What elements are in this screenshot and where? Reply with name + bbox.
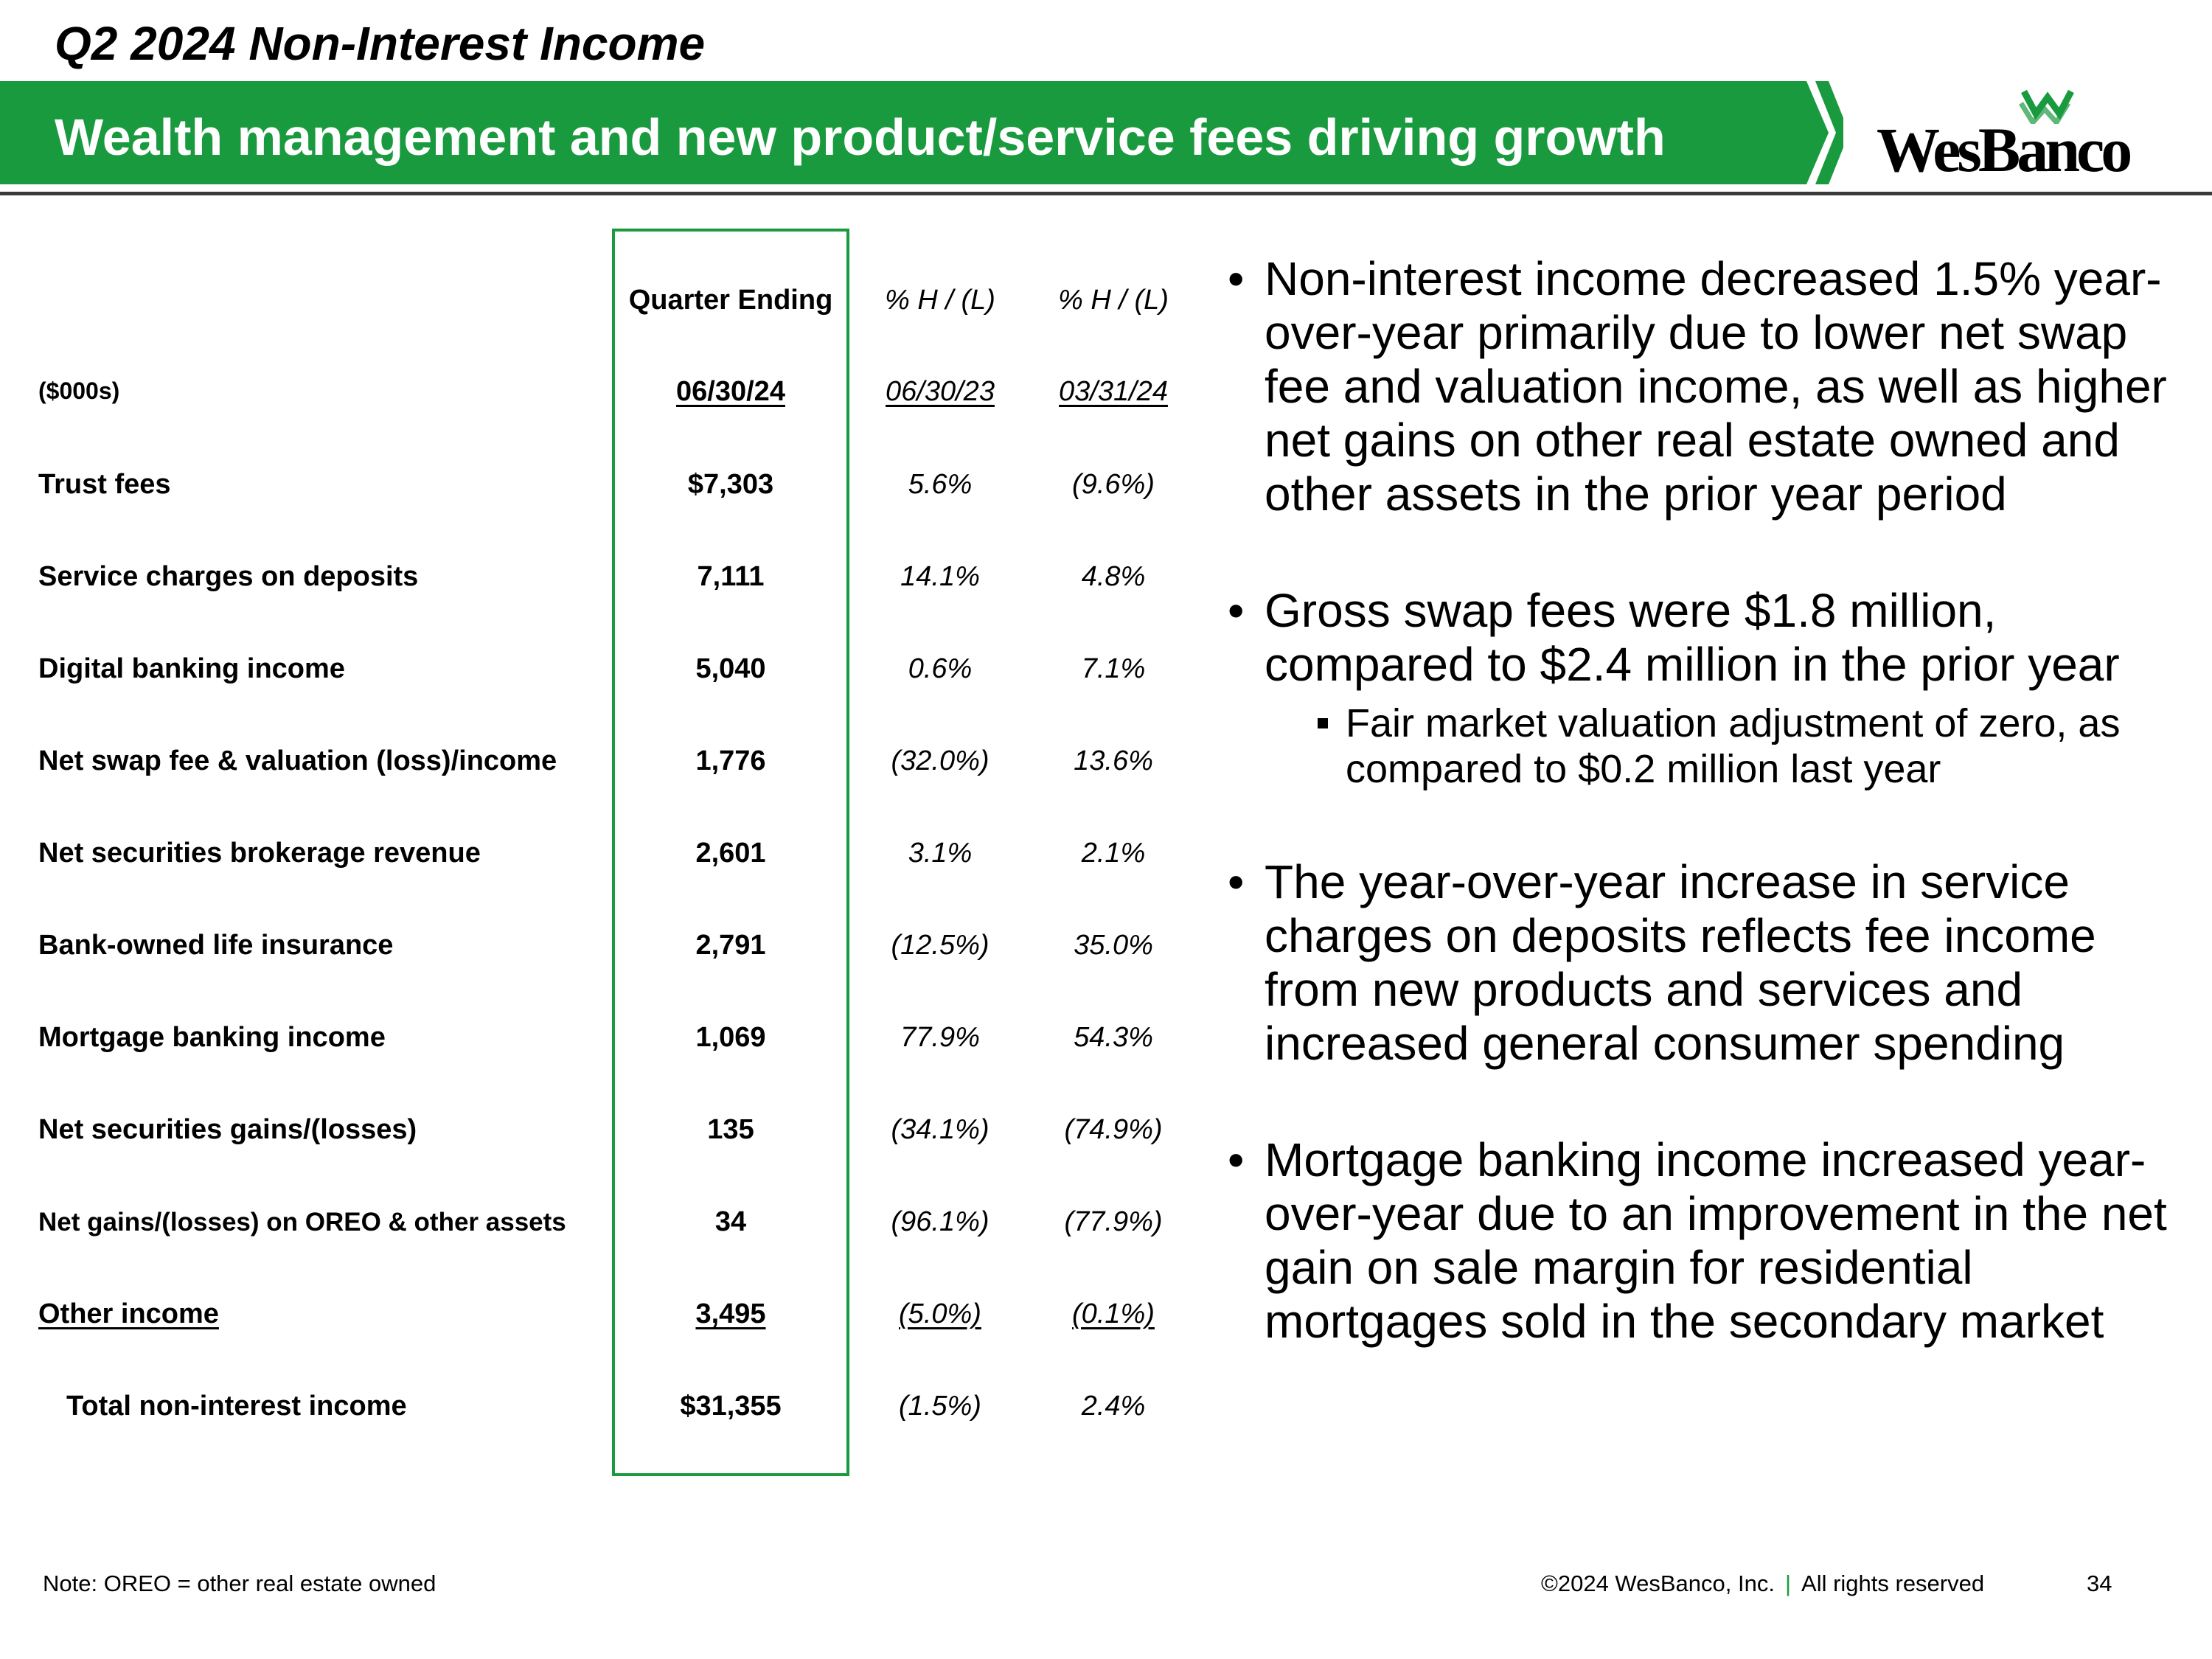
row-label-brokerage-revenue: Net securities brokerage revenue [38,838,481,869]
bullet-non-interest-income: • Non-interest income decreased 1.5% yea… [1228,252,2201,521]
row-qoq-total: 2.4% [1081,1391,1146,1422]
row-label-other-income: Other income [38,1298,219,1329]
bullet-text: The year-over-year increase in service c… [1265,855,2096,1070]
bullet-mortgage-banking: • Mortgage banking income increased year… [1228,1133,2201,1349]
date-prior-quarter: 03/31/24 [1059,376,1168,407]
banner-headline: Wealth management and new product/servic… [55,108,1666,166]
slide-title: Q2 2024 Non-Interest Income [55,17,706,70]
row-label-service-charges: Service charges on deposits [38,561,419,592]
col-header-qoq: % H / (L) [1058,285,1169,316]
date-current: 06/30/24 [676,376,785,407]
row-yoy-digital-banking: 0.6% [908,653,973,684]
footer-copyright: ©2024 WesBanco, Inc. | All rights reserved [1541,1571,1984,1597]
row-label-securities-gains: Net securities gains/(losses) [38,1114,417,1145]
row-label-total: Total non-interest income [66,1391,407,1422]
row-yoy-service-charges: 14.1% [900,561,980,592]
title-banner: Wealth management and new product/servic… [0,81,1843,184]
row-value-digital-banking: 5,040 [695,653,766,684]
row-yoy-trust-fees: 5.6% [908,469,973,500]
bullet-dot-icon: • [1228,252,1245,305]
row-value-mortgage-banking: 1,069 [695,1022,766,1053]
row-label-trust-fees: Trust fees [38,469,171,500]
row-value-oreo-gains: 34 [714,1206,747,1237]
bullet-dot-icon: • [1228,855,1245,908]
logo-mark-icon [2019,89,2074,124]
bullet-dot-icon: • [1228,584,1245,637]
row-value-brokerage-revenue: 2,601 [695,838,766,869]
row-yoy-mortgage-banking: 77.9% [900,1022,980,1053]
wesbanco-logo: WesBanco [1877,87,2142,183]
logo-wordmark: WesBanco [1877,114,2132,185]
row-qoq-service-charges: 4.8% [1081,561,1146,592]
date-prior-year: 06/30/23 [886,376,995,407]
row-value-other-income: 3,495 [695,1298,766,1329]
row-value-service-charges: 7,111 [697,561,765,592]
banner-shape [0,81,1843,184]
row-yoy-securities-gains: (34.1%) [891,1114,990,1145]
row-qoq-trust-fees: (9.6%) [1072,469,1155,500]
row-label-bank-owned-life: Bank-owned life insurance [38,930,394,961]
bullet-text: Mortgage banking income increased year-o… [1265,1133,2167,1348]
row-yoy-brokerage-revenue: 3.1% [908,838,973,869]
row-label-digital-banking: Digital banking income [38,653,345,684]
row-label-oreo-gains: Net gains/(losses) on OREO & other asset… [38,1208,566,1237]
bullet-service-charges: • The year-over-year increase in service… [1228,855,2201,1071]
page-number: 34 [2087,1571,2112,1596]
row-qoq-mortgage-banking: 54.3% [1074,1022,1153,1053]
col-header-yoy: % H / (L) [885,285,995,316]
row-yoy-net-swap-fee: (32.0%) [891,745,990,776]
square-bullet-icon [1318,718,1328,728]
commentary-bullets: • Non-interest income decreased 1.5% yea… [1228,252,2201,1349]
row-qoq-other-income: (0.1%) [1072,1298,1155,1329]
sub-bullet-valuation-adjustment: Fair market valuation adjustment of zero… [1228,700,2201,792]
header-divider [0,192,2212,195]
row-yoy-other-income: (5.0%) [899,1298,981,1329]
row-value-net-swap-fee: 1,776 [695,745,766,776]
row-value-securities-gains: 135 [707,1114,754,1145]
row-qoq-oreo-gains: (77.9%) [1064,1206,1163,1237]
row-yoy-oreo-gains: (96.1%) [891,1206,990,1237]
footer-note: Note: OREO = other real estate owned [43,1571,437,1596]
bullet-gross-swap-fees: • Gross swap fees were $1.8 million, com… [1228,584,2201,692]
row-value-bank-owned-life: 2,791 [695,930,766,961]
row-yoy-bank-owned-life: (12.5%) [891,930,990,961]
footer-separator: | [1784,1571,1792,1596]
row-yoy-total: (1.5%) [899,1391,981,1422]
row-qoq-brokerage-revenue: 2.1% [1081,838,1146,869]
bullet-text: Non-interest income decreased 1.5% year-… [1265,252,2167,521]
quarter-column-highlight [612,229,849,1476]
bullet-text: Gross swap fees were $1.8 million, compa… [1265,584,2120,691]
row-value-total: $31,355 [680,1391,782,1422]
col-header-quarter: Quarter Ending [628,285,833,316]
row-label-mortgage-banking: Mortgage banking income [38,1022,386,1053]
row-label-net-swap-fee: Net swap fee & valuation (loss)/income [38,745,557,776]
row-qoq-digital-banking: 7.1% [1081,653,1146,684]
rights-text: All rights reserved [1801,1571,1985,1596]
sub-bullet-text: Fair market valuation adjustment of zero… [1346,701,2121,791]
row-qoq-securities-gains: (74.9%) [1064,1114,1163,1145]
copyright-text: ©2024 WesBanco, Inc. [1541,1571,1775,1596]
bullet-dot-icon: • [1228,1133,1245,1186]
row-qoq-bank-owned-life: 35.0% [1074,930,1153,961]
row-value-trust-fees: $7,303 [687,469,774,500]
units-label: ($000s) [38,378,120,404]
row-qoq-net-swap-fee: 13.6% [1074,745,1153,776]
